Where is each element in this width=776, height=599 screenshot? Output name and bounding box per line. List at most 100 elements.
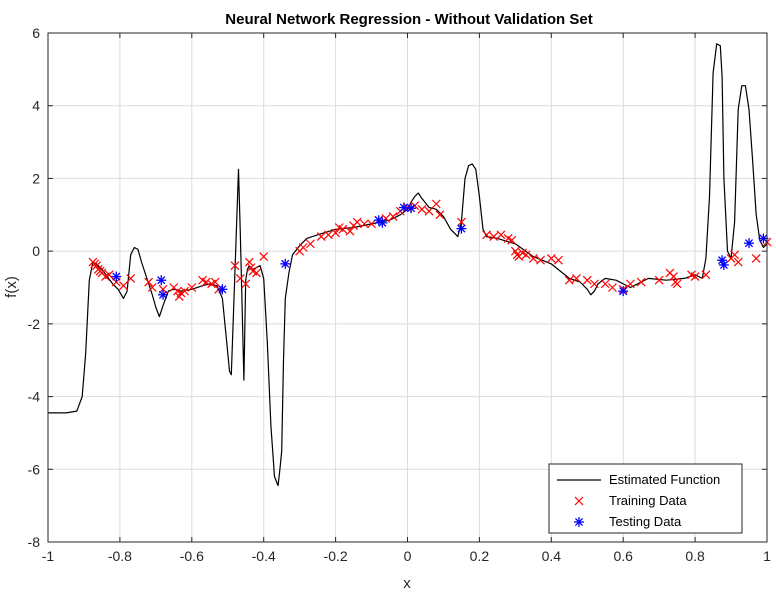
training-point	[528, 253, 538, 263]
x-tick-label: -0.4	[252, 548, 276, 564]
training-point	[126, 273, 136, 283]
training-point	[669, 272, 678, 282]
testing-point	[718, 259, 729, 270]
testing-point	[377, 217, 388, 228]
x-tick-label: -0.2	[324, 548, 348, 564]
training-point	[306, 239, 315, 249]
training-point	[147, 283, 157, 292]
training-point	[496, 230, 506, 240]
training-point	[564, 275, 574, 285]
testing-point	[406, 203, 417, 214]
training-point	[457, 217, 466, 227]
testing-point	[280, 258, 291, 269]
training-point	[241, 279, 251, 289]
training-point	[252, 268, 261, 278]
y-tick-label: 4	[32, 98, 40, 114]
x-tick-label: -0.6	[180, 548, 204, 564]
training-point	[751, 253, 761, 263]
training-point	[359, 219, 369, 229]
training-point	[590, 279, 599, 289]
legend-marker-swatch	[574, 496, 584, 506]
training-point	[582, 275, 592, 285]
x-axis-label: x	[403, 575, 411, 592]
training-point	[201, 277, 211, 287]
legend-label: Training Data	[609, 493, 687, 508]
testing-point	[744, 238, 755, 249]
training-point	[144, 277, 154, 287]
x-tick-label: 0.8	[685, 548, 705, 564]
training-point	[572, 273, 581, 283]
x-tick-label: 0.2	[470, 548, 490, 564]
x-tick-label: -0.8	[108, 548, 132, 564]
training-point	[507, 235, 517, 245]
training-point	[625, 279, 635, 289]
y-tick-label: -8	[28, 534, 41, 550]
training-point	[244, 257, 254, 267]
testing-point	[111, 271, 122, 282]
series-testing-data	[111, 202, 769, 300]
x-tick-label: 0.4	[542, 548, 562, 564]
y-tick-label: 2	[32, 170, 40, 186]
training-point	[701, 270, 711, 280]
training-point	[323, 230, 333, 240]
y-tick-label: -4	[28, 389, 41, 405]
series-layer	[48, 43, 772, 487]
x-tick-label: 0.6	[613, 548, 633, 564]
training-point	[672, 279, 682, 289]
legend-label: Testing Data	[609, 514, 682, 529]
training-point	[352, 217, 362, 227]
training-point	[367, 219, 376, 229]
training-point	[388, 212, 398, 222]
y-tick-label: -6	[28, 461, 41, 477]
ticks: -1 -0.8 -0.6 -0.4 -0.2 0 0.2 0.4 0.6 0.8 1 -8 -6 -4 -2…	[28, 25, 772, 564]
training-point	[424, 206, 434, 216]
y-axis-label: f(x)	[3, 276, 20, 298]
training-point	[489, 232, 499, 242]
chart-title: Neural Network Regression - Without Vali…	[225, 11, 592, 28]
training-point	[298, 243, 308, 252]
training-point	[119, 281, 128, 291]
plot-area: -1 -0.8 -0.6 -0.4 -0.2 0 0.2 0.4 0.6 0.8 1 -8 -6 -4 -2…	[28, 25, 772, 564]
testing-point	[156, 275, 167, 286]
training-point	[536, 255, 545, 265]
y-tick-label: -2	[28, 316, 41, 332]
training-point	[730, 250, 740, 260]
training-point	[654, 275, 664, 285]
training-point	[230, 261, 240, 271]
legend-marker-swatch	[574, 517, 584, 527]
training-point	[180, 286, 190, 296]
training-point	[636, 277, 646, 287]
training-point	[482, 230, 492, 240]
training-point	[316, 232, 326, 242]
legend: Estimated Function Training Data Testing D…	[548, 463, 743, 534]
training-point	[607, 283, 617, 292]
testing-point	[456, 223, 467, 234]
y-tick-label: 6	[32, 25, 40, 41]
training-point	[690, 272, 700, 282]
training-point	[259, 252, 269, 262]
training-point	[431, 199, 441, 209]
testing-point	[758, 233, 769, 244]
testing-point	[398, 202, 409, 213]
x-tick-label: 1	[763, 548, 771, 564]
x-tick-label: 0	[404, 548, 412, 564]
training-point	[435, 210, 445, 220]
training-point	[733, 257, 743, 267]
training-point	[600, 279, 610, 289]
testing-point	[217, 284, 228, 295]
training-point	[104, 270, 114, 280]
testing-point	[158, 289, 169, 300]
training-point	[546, 253, 556, 263]
y-tick-label: 0	[32, 243, 40, 259]
legend-label: Estimated Function	[609, 472, 720, 487]
x-tick-label: -1	[42, 548, 55, 564]
training-point	[554, 255, 563, 265]
training-point	[210, 277, 220, 287]
legend-items: Estimated Function Training Data Testing D…	[557, 472, 720, 529]
training-point	[331, 228, 341, 238]
training-point	[521, 250, 531, 260]
training-point	[338, 224, 348, 234]
training-point	[417, 204, 427, 214]
testing-point	[618, 286, 629, 297]
